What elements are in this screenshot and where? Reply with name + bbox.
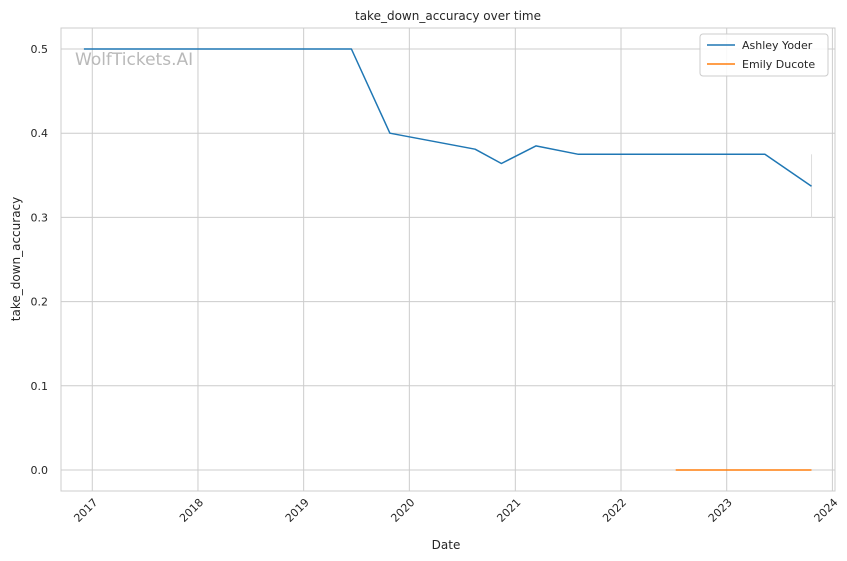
series-line-ashley-yoder [83,48,812,187]
y-tick-label: 0.5 [31,43,49,56]
y-tick-label: 0.4 [31,127,49,140]
legend: Ashley Yoder Emily Ducote [699,33,829,77]
series-layer [83,48,812,471]
y-tick-labels: 0.0 0.1 0.2 0.3 0.4 0.5 [31,43,49,477]
legend-label: Ashley Yoder [742,39,813,52]
y-tick-label: 0.0 [31,464,49,477]
watermark-text: WolfTickets.AI [75,50,193,70]
plot-frame [60,27,836,492]
y-axis-label: take_down_accuracy [9,197,23,321]
y-tick-label: 0.2 [31,296,49,309]
chart-title: take_down_accuracy over time [355,9,541,23]
y-tick-label: 0.1 [31,380,49,393]
plot-area [61,28,835,491]
x-axis-label: Date [432,538,461,552]
grid [61,28,835,491]
y-tick-label: 0.3 [31,211,49,224]
legend-label: Emily Ducote [742,58,815,71]
